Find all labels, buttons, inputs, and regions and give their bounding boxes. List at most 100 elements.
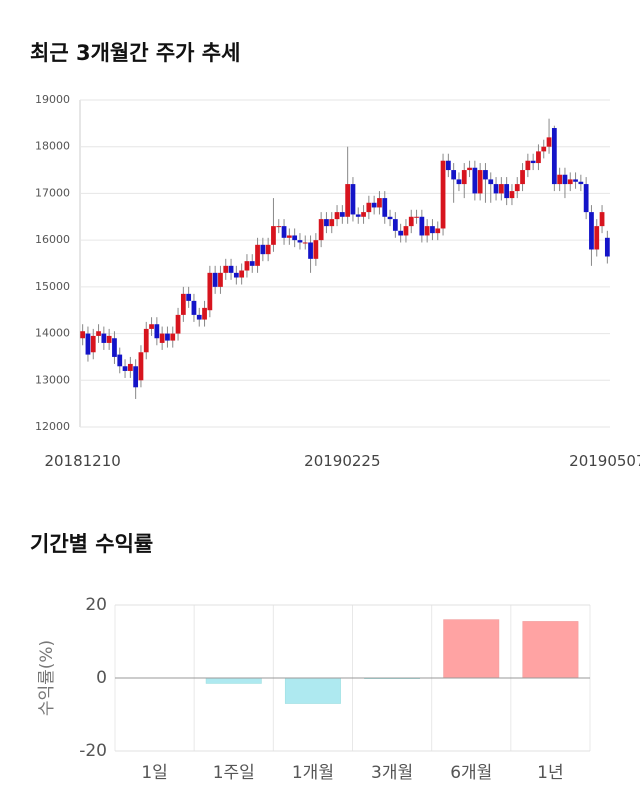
- candle-body: [567, 179, 573, 185]
- candle-body: [578, 181, 584, 185]
- candle-body: [85, 333, 91, 355]
- x-tick-label: 3개월: [371, 763, 413, 783]
- candle-body: [297, 240, 303, 243]
- candle-body: [440, 160, 446, 229]
- y-tick-label: 0: [96, 668, 107, 688]
- candle-body: [504, 184, 510, 199]
- candle-body: [583, 184, 589, 213]
- candle-body: [276, 226, 282, 228]
- candle-body: [138, 352, 144, 381]
- candle-body: [392, 219, 398, 231]
- bar: [205, 677, 262, 684]
- candle-body: [207, 272, 213, 311]
- candle-body: [435, 228, 441, 234]
- bar: [443, 619, 500, 679]
- candle-body: [594, 226, 600, 250]
- candle-body: [202, 307, 207, 320]
- candle-body: [493, 184, 499, 194]
- candle-body: [96, 331, 101, 336]
- y-tick-label: 18000: [35, 140, 70, 153]
- candle-body: [424, 226, 430, 236]
- x-tick-label: 20190507: [569, 452, 640, 470]
- candle-body: [212, 272, 218, 287]
- candle-body: [361, 212, 366, 217]
- candle-body: [223, 265, 229, 273]
- candle-body: [451, 170, 457, 180]
- candle-body: [562, 174, 568, 185]
- bar: [522, 621, 579, 679]
- candle-body: [191, 300, 197, 315]
- candle-body: [318, 219, 324, 241]
- candle-body: [525, 160, 531, 171]
- candle-body: [530, 160, 536, 164]
- candle-body: [461, 170, 467, 185]
- candle-body: [170, 333, 176, 341]
- candle-body: [196, 314, 202, 320]
- candle-body: [165, 333, 170, 341]
- y-tick-label: 12000: [35, 420, 70, 433]
- candle-body: [403, 226, 409, 236]
- candle-body: [355, 214, 361, 217]
- candle-body: [106, 335, 112, 343]
- candle-body: [90, 335, 96, 353]
- candle-body: [377, 198, 382, 208]
- candle-body: [159, 333, 165, 343]
- candle-body: [260, 244, 266, 255]
- x-tick-label: 1주일: [213, 763, 255, 783]
- candle-body: [483, 170, 488, 180]
- candle-body: [117, 354, 123, 367]
- y-axis-label: 수익률(%): [37, 640, 57, 716]
- chart-title: 최근 3개월간 주가 추세: [30, 41, 240, 65]
- candle-body: [414, 216, 419, 218]
- y-tick-label: 20: [85, 595, 107, 615]
- candle-body: [599, 212, 605, 227]
- candle-body: [419, 216, 425, 236]
- x-tick-label: 1개월: [292, 763, 334, 783]
- candle-body: [557, 174, 563, 185]
- chart-title: 기간별 수익률: [30, 532, 153, 556]
- bar: [284, 677, 341, 704]
- candle-body: [218, 272, 223, 287]
- candle-body: [546, 137, 552, 147]
- candle-body: [467, 167, 472, 171]
- candle-body: [239, 270, 245, 278]
- candle-body: [308, 242, 313, 259]
- candle-body: [302, 242, 308, 244]
- candle-body: [281, 226, 287, 238]
- candle-body: [541, 146, 547, 152]
- candle-body: [80, 331, 86, 339]
- candle-body: [265, 244, 271, 255]
- candle-body: [472, 167, 478, 194]
- candle-body: [249, 261, 255, 266]
- y-tick-label: 13000: [35, 373, 70, 386]
- candle-body: [445, 160, 451, 171]
- candle-body: [175, 314, 181, 334]
- y-tick-label: -20: [79, 741, 107, 761]
- candle-body: [604, 237, 610, 257]
- x-tick-label: 6개월: [450, 763, 492, 783]
- candle-body: [133, 366, 139, 388]
- candle-body: [573, 179, 578, 182]
- y-tick-label: 15000: [35, 280, 70, 293]
- candle-body: [112, 338, 117, 357]
- x-tick-label: 20181210: [44, 452, 120, 470]
- candle-body: [551, 128, 557, 185]
- candle-body: [292, 235, 298, 241]
- x-tick-label: 1일: [141, 763, 167, 783]
- candle-body: [339, 212, 345, 217]
- candle-body: [180, 293, 186, 315]
- candle-body: [398, 230, 404, 236]
- x-tick-label: 20190225: [304, 452, 380, 470]
- candle-body: [154, 324, 160, 339]
- candle-body: [324, 219, 329, 227]
- candle-body: [244, 261, 250, 271]
- candle-body: [122, 366, 128, 371]
- candle-body: [127, 363, 133, 371]
- candle-body: [313, 240, 319, 259]
- candle-body: [456, 179, 462, 185]
- candle-body: [345, 184, 351, 217]
- candle-body: [477, 170, 483, 194]
- candle-body: [514, 184, 520, 192]
- y-tick-label: 16000: [35, 233, 70, 246]
